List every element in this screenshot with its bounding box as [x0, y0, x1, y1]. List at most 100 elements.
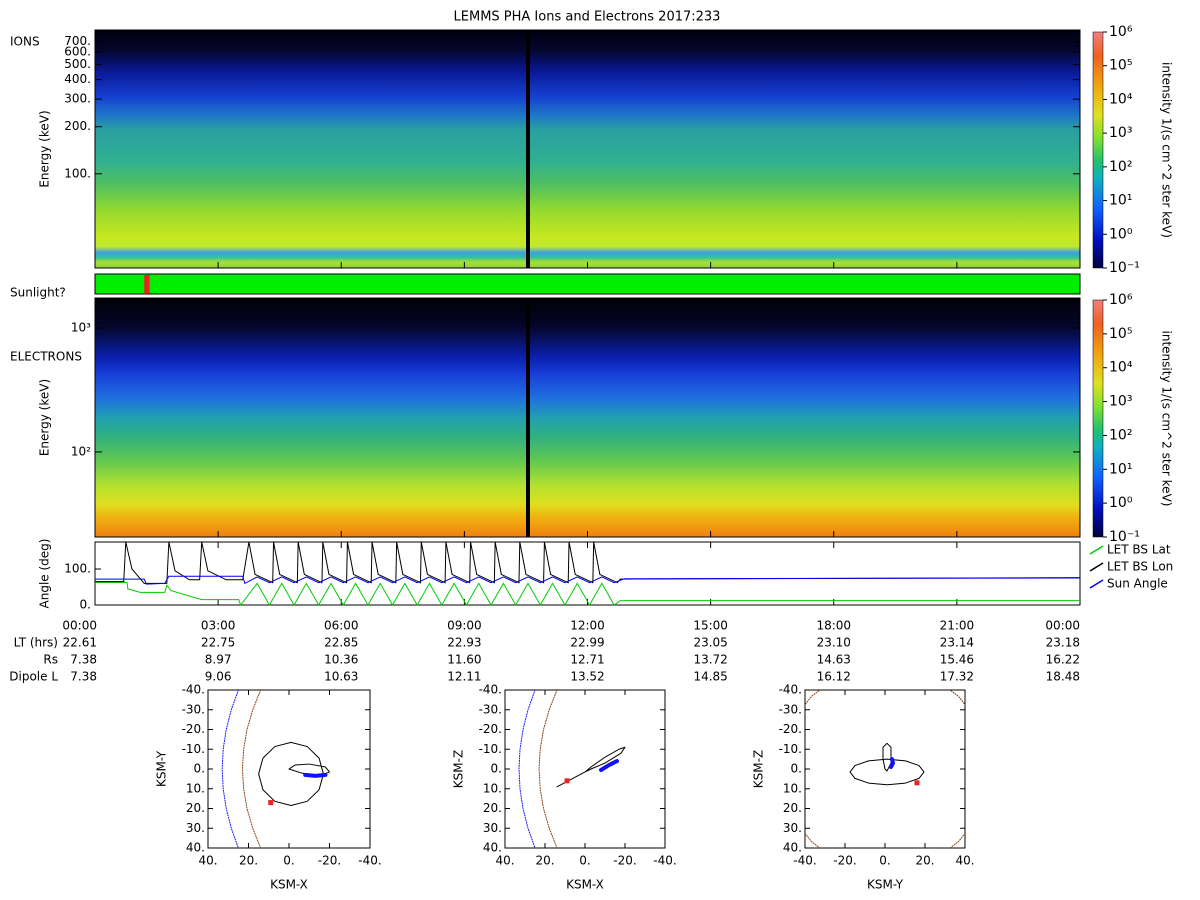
row-value: 17.32 — [940, 670, 974, 684]
x-tick-label: 18:00 — [816, 619, 851, 633]
colorbar-tick-label: 10⁰ — [1109, 226, 1133, 242]
y-tick-label: 600. — [64, 45, 91, 59]
y-tick-label: 30. — [483, 821, 502, 835]
row-value: 15.46 — [940, 653, 974, 667]
y-tick-label: -10. — [779, 742, 802, 756]
y-tick-label: 200. — [64, 119, 91, 133]
spectrogram — [95, 298, 1080, 537]
colorbar-tick-label: 10⁻¹ — [1109, 529, 1140, 545]
x-tick-label: 20. — [535, 854, 554, 868]
x-tick-label: 06:00 — [324, 619, 359, 633]
row-value: 23.05 — [693, 636, 727, 650]
orbit-plot-area — [805, 690, 965, 848]
row-value: 10.63 — [324, 670, 358, 684]
x-tick-label: 0. — [879, 854, 890, 868]
x-tick-label: 40. — [955, 854, 974, 868]
y-tick-label: -20. — [182, 722, 205, 736]
orbit-track — [556, 746, 626, 788]
y-tick-label: 100. — [64, 166, 91, 180]
colorbar-tick-label: 10⁴ — [1109, 360, 1133, 376]
y-tick-label: 0. — [791, 762, 802, 776]
row-value: 22.75 — [201, 636, 235, 650]
colorbar-tick-label: 10⁵ — [1109, 58, 1132, 74]
colorbar-tick-label: 10⁴ — [1109, 91, 1133, 107]
x-tick-label: 09:00 — [447, 619, 482, 633]
row-value: 22.85 — [324, 636, 358, 650]
row-value: 12.11 — [447, 670, 481, 684]
y-tick-label: 300. — [64, 92, 91, 106]
row-label: Dipole L — [9, 670, 58, 684]
y-tick-label: 40. — [186, 841, 205, 855]
row-value: 23.14 — [940, 636, 974, 650]
row-value: 23.10 — [817, 636, 851, 650]
y-tick-label: 100. — [64, 562, 91, 576]
row-value: 9.06 — [205, 670, 232, 684]
row-value: 22.61 — [63, 636, 97, 650]
row-value: 18.48 — [1046, 670, 1080, 684]
x-tick-label: 20. — [915, 854, 934, 868]
boundary-curve — [221, 690, 239, 848]
row-value: 14.85 — [693, 670, 727, 684]
y-axis-title: KSM-Y — [155, 750, 169, 787]
y-tick-label: -10. — [182, 742, 205, 756]
row-label: Rs — [43, 653, 58, 667]
boundary-curve — [241, 690, 262, 848]
y-tick-label: -20. — [779, 722, 802, 736]
x-tick-label: 40. — [495, 854, 514, 868]
y-axis-title: KSM-Z — [452, 750, 466, 788]
row-label: LT (hrs) — [14, 636, 58, 650]
orbit-track — [599, 759, 619, 772]
panel-label: ELECTRONS — [10, 350, 82, 364]
y-tick-label: 40. — [483, 841, 502, 855]
y-tick-label: -30. — [182, 702, 205, 716]
row-value: 13.52 — [570, 670, 604, 684]
colorbar-tick-label: 10³ — [1109, 394, 1132, 410]
x-tick-label: 0. — [283, 854, 294, 868]
row-value: 16.22 — [1046, 653, 1080, 667]
colorbar — [1092, 299, 1104, 538]
colorbar-tick-label: 10⁶ — [1109, 24, 1133, 40]
row-value: 13.72 — [693, 653, 727, 667]
y-tick-label: -30. — [779, 702, 802, 716]
orbit-track — [889, 757, 895, 770]
row-value: 22.99 — [570, 636, 604, 650]
row-value: 12.71 — [570, 653, 604, 667]
legend-swatch — [1089, 545, 1104, 555]
row-value: 10.36 — [324, 653, 358, 667]
y-tick-label: 20. — [186, 801, 205, 815]
series-line — [95, 575, 1081, 585]
data-gap — [526, 30, 530, 268]
orbit-plot-area — [518, 690, 626, 848]
x-axis-title: KSM-Y — [867, 878, 904, 892]
y-tick-label: 700. — [64, 34, 91, 48]
y-tick-label: -20. — [479, 722, 502, 736]
orbit-track — [849, 758, 925, 786]
colorbar-tick-label: 10⁵ — [1109, 326, 1132, 342]
y-tick-label: 0. — [80, 598, 91, 612]
chart-title: LEMMS PHA Ions and Electrons 2017:233 — [454, 10, 721, 25]
legend-label: LET BS Lat — [1107, 543, 1171, 557]
x-tick-label: 00:00 — [62, 619, 97, 633]
colorbar-tick-label: 10² — [1109, 427, 1132, 443]
legend-label: Sun Angle — [1107, 577, 1168, 591]
x-tick-label: -20. — [833, 854, 856, 868]
y-tick-label: 0. — [194, 762, 205, 776]
boundary-curve — [538, 690, 558, 848]
series-line — [95, 541, 1081, 584]
colorbar-tick-label: 10⁻¹ — [1109, 260, 1140, 276]
orbit-marker — [268, 800, 274, 806]
y-tick-label: 0. — [491, 762, 502, 776]
orbit-marker — [564, 778, 570, 784]
row-value: 7.38 — [70, 670, 97, 684]
row-value: 8.97 — [205, 653, 232, 667]
y-tick-label: -40. — [182, 683, 205, 697]
y-tick-label: 30. — [783, 821, 802, 835]
y-tick-label: 10. — [186, 781, 205, 795]
y-tick-label: 40. — [783, 841, 802, 855]
x-tick-label: 21:00 — [940, 619, 975, 633]
y-axis-title: Angle (deg) — [38, 539, 52, 609]
colorbar-tick-label: 10⁶ — [1109, 292, 1133, 308]
y-tick-label: 10. — [483, 781, 502, 795]
colorbar-tick-label: 10¹ — [1109, 461, 1132, 477]
